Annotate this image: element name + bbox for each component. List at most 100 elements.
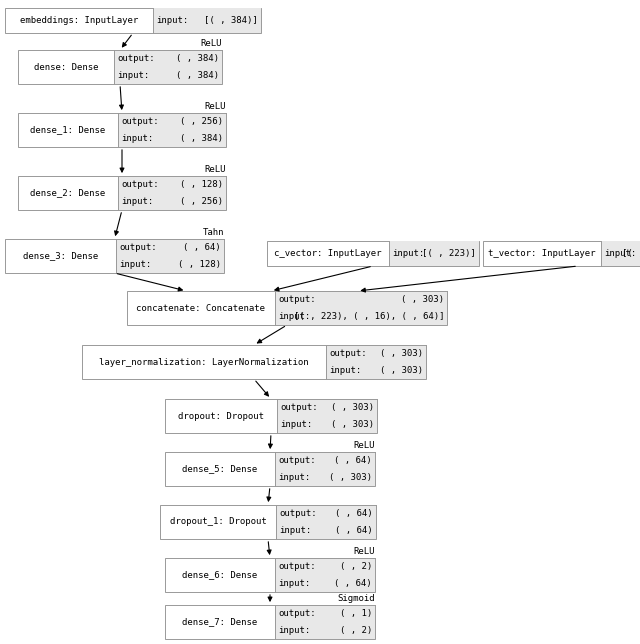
Bar xyxy=(18,176,226,210)
Text: ReLU: ReLU xyxy=(205,102,226,111)
Text: ( , 384): ( , 384) xyxy=(180,134,223,143)
Text: ( , 2): ( , 2) xyxy=(340,626,372,635)
Text: output:: output: xyxy=(280,403,317,412)
Text: input:: input: xyxy=(278,473,310,482)
Text: output:: output: xyxy=(121,117,159,126)
Text: [( , 384)]: [( , 384)] xyxy=(204,16,258,25)
Text: Sigmoid: Sigmoid xyxy=(337,594,375,603)
Text: output:: output: xyxy=(278,562,316,571)
Bar xyxy=(275,452,375,469)
Text: input:: input: xyxy=(117,71,149,80)
Text: ( , 303): ( , 303) xyxy=(331,403,374,412)
Bar xyxy=(82,345,426,379)
Bar xyxy=(127,291,447,325)
Bar xyxy=(267,241,479,266)
Text: dense_1: Dense: dense_1: Dense xyxy=(30,126,106,135)
Text: [( , 223)]: [( , 223)] xyxy=(422,249,476,258)
Bar xyxy=(326,362,426,379)
Bar xyxy=(118,193,226,210)
Text: dropout: Dropout: dropout: Dropout xyxy=(178,412,264,421)
Text: dense_3: Dense: dense_3: Dense xyxy=(23,252,98,261)
Text: ( , 256): ( , 256) xyxy=(180,197,223,206)
Bar xyxy=(114,67,222,84)
Bar xyxy=(5,8,261,33)
Bar xyxy=(277,399,377,416)
Bar xyxy=(18,113,226,147)
Text: ( , 256): ( , 256) xyxy=(180,117,223,126)
Bar xyxy=(165,605,375,639)
Text: ( , 303): ( , 303) xyxy=(331,420,374,429)
Bar xyxy=(275,308,447,325)
Text: ReLU: ReLU xyxy=(353,441,375,450)
Text: ( , 64): ( , 64) xyxy=(334,456,372,465)
Text: output:: output: xyxy=(117,54,155,63)
Bar xyxy=(601,241,640,266)
Text: output:: output: xyxy=(121,180,159,189)
Text: input:: input: xyxy=(121,197,153,206)
Text: ( , 2): ( , 2) xyxy=(340,562,372,571)
Text: dense_7: Dense: dense_7: Dense xyxy=(182,618,258,627)
Text: ( , 128): ( , 128) xyxy=(180,180,223,189)
Text: ReLU: ReLU xyxy=(353,547,375,556)
Bar xyxy=(118,176,226,193)
Text: ( , 303): ( , 303) xyxy=(401,295,444,304)
Text: dense: Dense: dense: Dense xyxy=(34,62,99,71)
Text: t_vector: InputLayer: t_vector: InputLayer xyxy=(488,249,596,258)
Bar xyxy=(18,50,222,84)
Text: ( , 64): ( , 64) xyxy=(184,243,221,252)
Bar xyxy=(160,505,376,539)
Text: output:: output: xyxy=(119,243,157,252)
Text: ( , 384): ( , 384) xyxy=(176,71,219,80)
Text: output:: output: xyxy=(329,349,367,358)
Text: output:: output: xyxy=(278,609,316,618)
Bar xyxy=(114,50,222,67)
Bar xyxy=(275,605,375,622)
Text: dense_5: Dense: dense_5: Dense xyxy=(182,464,258,473)
Text: input:: input: xyxy=(278,579,310,588)
Text: ( , 64): ( , 64) xyxy=(335,509,373,518)
Text: layer_normalization: LayerNormalization: layer_normalization: LayerNormalization xyxy=(99,357,309,366)
Bar xyxy=(5,239,224,273)
Bar xyxy=(275,575,375,592)
Text: ( , 303): ( , 303) xyxy=(329,473,372,482)
Text: input:: input: xyxy=(278,626,310,635)
Bar xyxy=(165,452,375,486)
Text: dense_6: Dense: dense_6: Dense xyxy=(182,571,258,580)
Bar xyxy=(165,399,377,433)
Bar xyxy=(326,345,426,362)
Bar xyxy=(276,522,376,539)
Bar xyxy=(153,8,261,33)
Text: ( , 303): ( , 303) xyxy=(380,366,423,375)
Text: ( , 1): ( , 1) xyxy=(340,609,372,618)
Bar xyxy=(483,241,640,266)
Text: dense_2: Dense: dense_2: Dense xyxy=(30,189,106,198)
Bar xyxy=(118,130,226,147)
Text: c_vector: InputLayer: c_vector: InputLayer xyxy=(275,249,381,258)
Text: input:: input: xyxy=(121,134,153,143)
Bar xyxy=(277,416,377,433)
Text: input:: input: xyxy=(279,526,311,535)
Text: output:: output: xyxy=(279,509,317,518)
Text: ReLU: ReLU xyxy=(205,165,226,174)
Text: ( , 384): ( , 384) xyxy=(176,54,219,63)
Text: output:: output: xyxy=(278,295,316,304)
Text: dropout_1: Dropout: dropout_1: Dropout xyxy=(170,518,266,527)
Text: embeddings: InputLayer: embeddings: InputLayer xyxy=(20,16,138,25)
Text: ( , 64): ( , 64) xyxy=(334,579,372,588)
Text: ( , 128): ( , 128) xyxy=(178,260,221,269)
Text: input:: input: xyxy=(278,312,310,321)
Text: [( , 16)]: [( , 16)] xyxy=(621,249,640,258)
Text: input:: input: xyxy=(329,366,361,375)
Bar xyxy=(275,469,375,486)
Text: ReLU: ReLU xyxy=(200,39,222,48)
Bar xyxy=(165,558,375,592)
Text: [( , 223), ( , 16), ( , 64)]: [( , 223), ( , 16), ( , 64)] xyxy=(294,312,444,321)
Bar xyxy=(389,241,479,266)
Text: Tahn: Tahn xyxy=(202,228,224,237)
Text: ( , 303): ( , 303) xyxy=(380,349,423,358)
Text: ( , 64): ( , 64) xyxy=(335,526,373,535)
Bar xyxy=(276,505,376,522)
Text: input:: input: xyxy=(280,420,312,429)
Text: concatenate: Concatenate: concatenate: Concatenate xyxy=(136,303,266,312)
Text: output:: output: xyxy=(278,456,316,465)
